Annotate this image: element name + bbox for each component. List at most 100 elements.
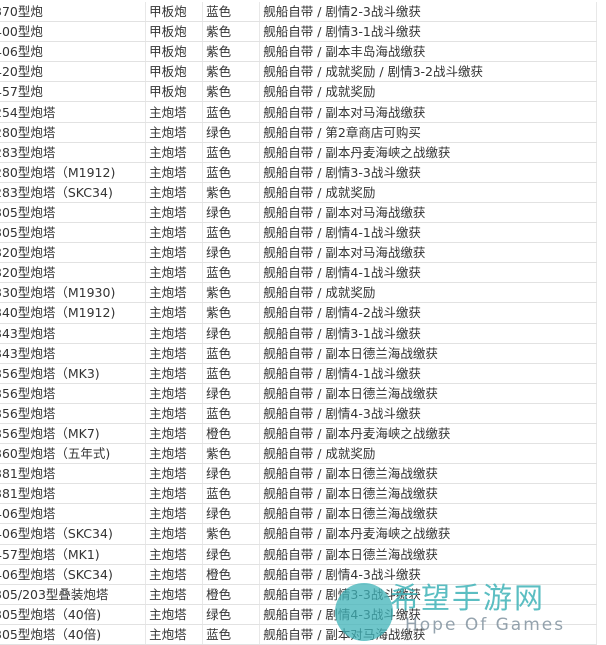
equipment-type-cell: 主炮塔 [145, 162, 204, 183]
table-row: 305/203型叠装炮塔 主炮塔 橙色 舰船自带 / 剧情3-3战斗缴获 [0, 584, 597, 605]
table-row: 320型炮塔 主炮塔 绿色 舰船自带 / 副本对马海战缴获 [0, 242, 597, 264]
equipment-type-cell: 主炮塔 [145, 101, 204, 123]
equipment-name-cell: 406型炮塔（SKC34) [0, 564, 147, 585]
equipment-type-cell: 主炮塔 [145, 564, 204, 585]
source-cell: 舰船自带 / 剧情3-3战斗缴获 [259, 584, 597, 605]
table-row: 370型炮甲板炮蓝色舰船自带 / 剧情2-3战斗缴获 [0, 2, 597, 23]
equipment-type-cell: 主炮塔 [145, 363, 204, 384]
rarity-cell: 紫色 [202, 182, 261, 203]
source-cell: 舰船自带 / 剧情4-3战斗缴获 [259, 403, 597, 424]
table-row: 406型炮甲板炮紫色舰船自带 / 副本丰岛海战缴获 [0, 41, 597, 63]
table-row: 381型炮塔 主炮塔 绿色 舰船自带 / 副本日德兰海战缴获 [0, 463, 597, 485]
source-cell: 舰船自带 / 剧情4-1战斗缴获 [259, 222, 597, 244]
source-cell: 舰船自带 / 副本对马海战缴获 [259, 101, 597, 123]
rarity-cell: 蓝色 [202, 483, 261, 505]
rarity-cell: 蓝色 [202, 343, 261, 364]
source-cell: 舰船自带 / 副本日德兰海战缴获 [259, 544, 597, 565]
source-cell: 舰船自带 / 成就奖励 [259, 81, 597, 103]
table-row: 400型炮甲板炮紫色舰船自带 / 剧情3-1战斗缴获 [0, 21, 597, 43]
equipment-type-cell: 主炮塔 [145, 443, 204, 465]
equipment-name-cell: 400型炮 [0, 21, 147, 43]
table-row: 406型炮塔 主炮塔 绿色 舰船自带 / 副本日德兰海战缴获 [0, 503, 597, 525]
rarity-cell: 绿色 [202, 463, 261, 485]
table-row: 343型炮塔 主炮塔 蓝色 舰船自带 / 副本日德兰海战缴获 [0, 343, 597, 364]
equipment-type-cell: 甲板炮 [145, 2, 204, 23]
equipment-name-cell: 356型炮塔（MK7) [0, 423, 147, 445]
equipment-type-cell: 主炮塔 [145, 122, 204, 143]
rarity-cell: 紫色 [202, 81, 261, 103]
equipment-type-cell: 主炮塔 [145, 463, 204, 485]
equipment-name-cell: 340型炮塔（M1912) [0, 302, 147, 324]
equipment-type-cell: 甲板炮 [145, 61, 204, 83]
table-row: 330型炮塔（M1930) 主炮塔 紫色 舰船自带 / 成就奖励 [0, 282, 597, 304]
source-cell: 舰船自带 / 剧情4-2战斗缴获 [259, 302, 597, 324]
source-cell: 舰船自带 / 副本日德兰海战缴获 [259, 503, 597, 525]
table-row: 457型炮甲板炮紫色舰船自带 / 成就奖励 [0, 81, 597, 103]
table-row: 406型炮塔（SKC34) 主炮塔 橙色 舰船自带 / 剧情4-3战斗缴获 [0, 564, 597, 585]
equipment-name-cell: 360型炮塔（五年式) [0, 443, 147, 465]
equipment-type-cell: 主炮塔 [145, 323, 204, 344]
equipment-name-cell: 320型炮塔 [0, 262, 147, 284]
source-cell: 舰船自带 / 剧情4-3战斗缴获 [259, 564, 597, 585]
table-row: 356型炮塔（MK7) 主炮塔 橙色 舰船自带 / 副本丹麦海峡之战缴获 [0, 423, 597, 445]
rarity-cell: 蓝色 [202, 262, 261, 284]
table-row: 280型炮塔（M1912) 主炮塔 蓝色 舰船自带 / 剧情3-3战斗缴获 [0, 162, 597, 183]
equipment-type-cell: 主炮塔 [145, 222, 204, 244]
table-row: 356型炮塔（MK3) 主炮塔 蓝色 舰船自带 / 剧情4-1战斗缴获 [0, 363, 597, 384]
equipment-type-cell: 甲板炮 [145, 21, 204, 43]
rarity-cell: 蓝色 [202, 162, 261, 183]
rarity-cell: 蓝色 [202, 624, 261, 645]
equipment-type-cell: 主炮塔 [145, 242, 204, 264]
equipment-name-cell: 283型炮塔（SKC34) [0, 182, 147, 203]
rarity-cell: 蓝色 [202, 222, 261, 244]
source-cell: 舰船自带 / 副本丰岛海战缴获 [259, 41, 597, 63]
table-row: 406型炮塔（SKC34) 主炮塔 紫色 舰船自带 / 副本丹麦海峡之战缴获 [0, 523, 597, 545]
table-row: 280型炮塔 主炮塔 绿色 舰船自带 / 第2章商店可购买 [0, 122, 597, 143]
source-cell: 舰船自带 / 剧情4-1战斗缴获 [259, 363, 597, 384]
equipment-type-cell: 主炮塔 [145, 503, 204, 525]
equipment-name-cell: 356型炮塔 [0, 403, 147, 424]
equipment-name-cell: 343型炮塔 [0, 343, 147, 364]
source-cell: 舰船自带 / 剧情3-1战斗缴获 [259, 323, 597, 344]
rarity-cell: 绿色 [202, 604, 261, 625]
equipment-name-cell: 406型炮 [0, 41, 147, 63]
source-cell: 舰船自带 / 副本日德兰海战缴获 [259, 343, 597, 364]
source-cell: 舰船自带 / 副本日德兰海战缴获 [259, 383, 597, 404]
equipment-name-cell: 305型炮塔（40倍) [0, 604, 147, 625]
equipment-type-cell: 主炮塔 [145, 584, 204, 605]
rarity-cell: 橙色 [202, 423, 261, 445]
source-cell: 舰船自带 / 副本对马海战缴获 [259, 202, 597, 224]
source-cell: 舰船自带 / 副本丹麦海峡之战缴获 [259, 423, 597, 445]
rarity-cell: 橙色 [202, 584, 261, 605]
rarity-cell: 蓝色 [202, 403, 261, 424]
equipment-name-cell: 254型炮塔 [0, 101, 147, 123]
source-cell: 舰船自带 / 副本丹麦海峡之战缴获 [259, 142, 597, 163]
equipment-type-cell: 主炮塔 [145, 403, 204, 424]
rarity-cell: 蓝色 [202, 363, 261, 384]
equipment-name-cell: 283型炮塔 [0, 142, 147, 163]
rarity-cell: 绿色 [202, 122, 261, 143]
table-row: 343型炮塔 主炮塔 绿色 舰船自带 / 剧情3-1战斗缴获 [0, 323, 597, 344]
equipment-name-cell: 370型炮 [0, 2, 147, 23]
equipment-name-cell: 356型炮塔 [0, 383, 147, 404]
equipment-name-cell: 305型炮塔 [0, 202, 147, 224]
source-cell: 舰船自带 / 剧情2-3战斗缴获 [259, 2, 597, 23]
equipment-type-cell: 主炮塔 [145, 423, 204, 445]
table-row: 305型炮塔（40倍) 主炮塔 蓝色 舰船自带 / 副本对马海战缴获 [0, 624, 597, 645]
equipment-type-cell: 主炮塔 [145, 383, 204, 404]
equipment-name-cell: 420型炮 [0, 61, 147, 83]
equipment-type-cell: 甲板炮 [145, 81, 204, 103]
equipment-name-cell: 457型炮塔（MK1) [0, 544, 147, 565]
rarity-cell: 紫色 [202, 61, 261, 83]
rarity-cell: 紫色 [202, 21, 261, 43]
source-cell: 舰船自带 / 副本日德兰海战缴获 [259, 483, 597, 505]
equipment-name-cell: 406型炮塔 [0, 503, 147, 525]
equipment-name-cell: 343型炮塔 [0, 323, 147, 344]
source-cell: 舰船自带 / 副本对马海战缴获 [259, 242, 597, 264]
equipment-type-cell: 主炮塔 [145, 142, 204, 163]
table-row: 457型炮塔（MK1) 主炮塔 绿色 舰船自带 / 副本日德兰海战缴获 [0, 544, 597, 565]
rarity-cell: 绿色 [202, 383, 261, 404]
table-row: 420型炮甲板炮紫色舰船自带 / 成就奖励 / 剧情3-2战斗缴获 [0, 61, 597, 83]
rarity-cell: 紫色 [202, 443, 261, 465]
equipment-name-cell: 320型炮塔 [0, 242, 147, 264]
